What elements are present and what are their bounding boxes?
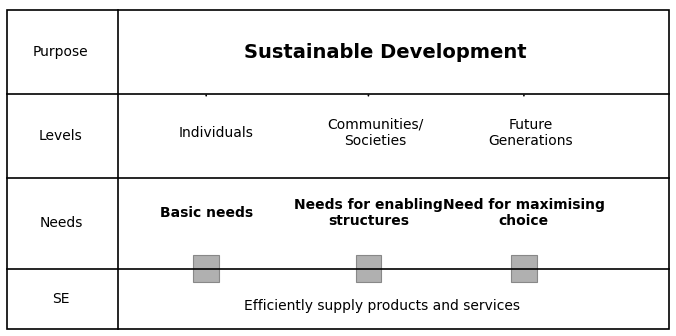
Text: Individuals: Individuals <box>179 126 254 140</box>
Text: Purpose: Purpose <box>33 45 89 59</box>
Text: Levels: Levels <box>39 129 82 143</box>
Text: SE: SE <box>52 292 70 306</box>
Text: Basic needs: Basic needs <box>160 206 253 220</box>
Text: Communities/
Societies: Communities/ Societies <box>327 118 423 148</box>
FancyBboxPatch shape <box>356 255 381 282</box>
Text: Efficiently supply products and services: Efficiently supply products and services <box>244 299 520 313</box>
Text: Need for maximising
choice: Need for maximising choice <box>443 198 605 228</box>
FancyBboxPatch shape <box>193 255 219 282</box>
Text: Future
Generations: Future Generations <box>488 118 573 148</box>
Text: Sustainable Development: Sustainable Development <box>244 43 527 61</box>
FancyBboxPatch shape <box>511 255 537 282</box>
Text: Needs for enabling
structures: Needs for enabling structures <box>294 198 443 228</box>
Text: Needs: Needs <box>39 216 82 230</box>
